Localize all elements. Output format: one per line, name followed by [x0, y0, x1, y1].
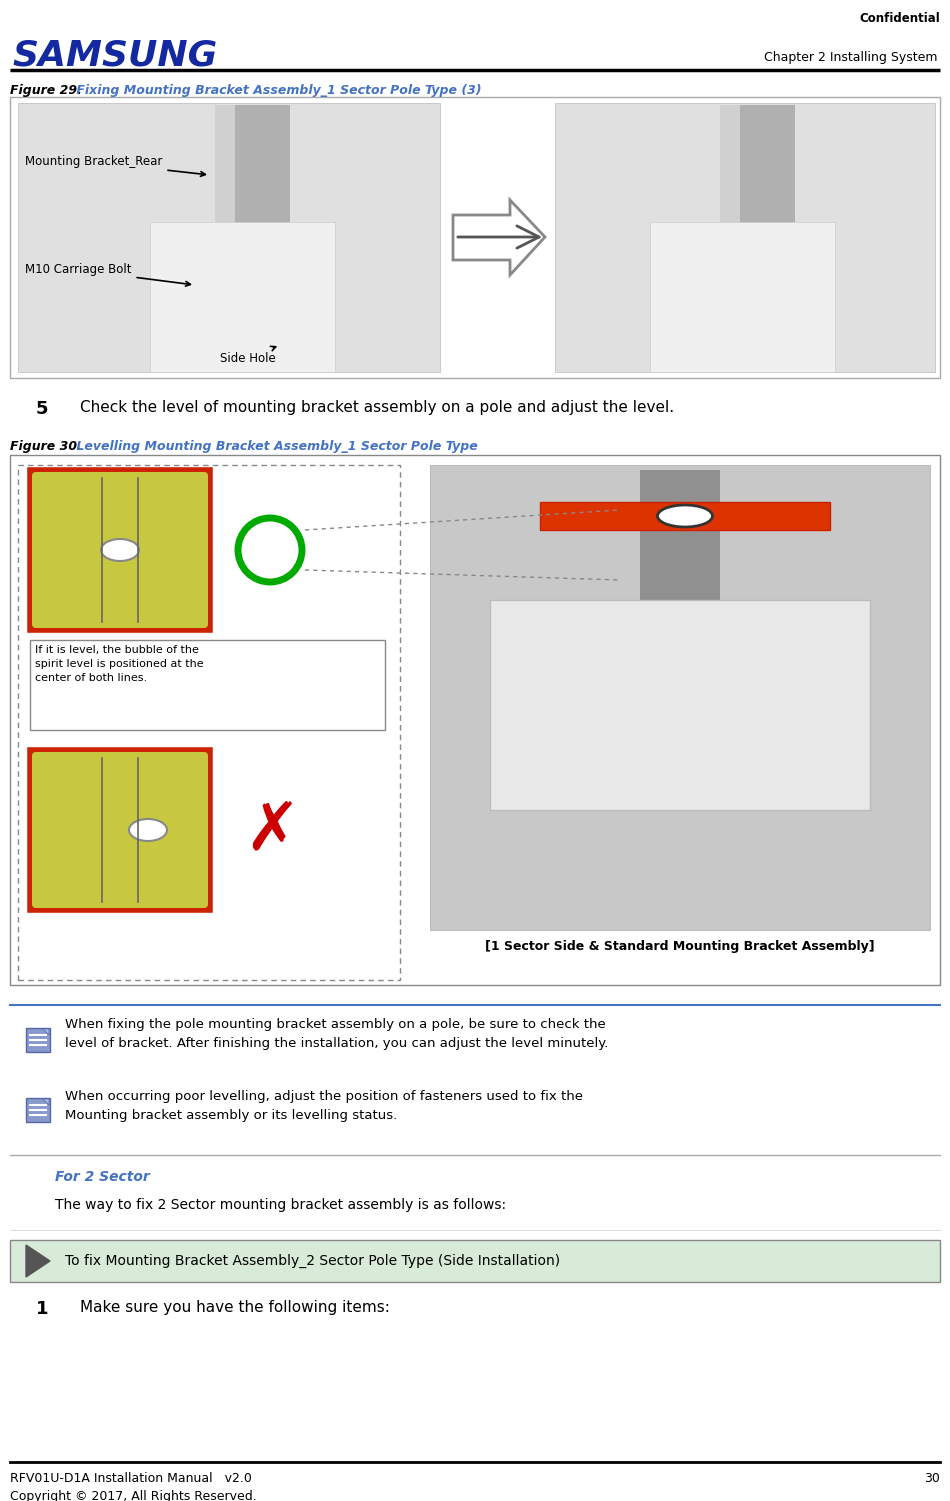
Ellipse shape: [657, 504, 712, 527]
Text: Figure 29.: Figure 29.: [10, 84, 82, 98]
FancyBboxPatch shape: [555, 104, 935, 372]
Text: Side Hole: Side Hole: [220, 347, 276, 365]
FancyBboxPatch shape: [640, 470, 720, 660]
Text: SAMSUNG: SAMSUNG: [12, 38, 218, 72]
FancyBboxPatch shape: [32, 752, 208, 908]
Text: Check the level of mounting bracket assembly on a pole and adjust the level.: Check the level of mounting bracket asse…: [80, 399, 674, 414]
FancyBboxPatch shape: [30, 639, 385, 729]
Text: Make sure you have the following items:: Make sure you have the following items:: [80, 1300, 389, 1315]
Text: The way to fix 2 Sector mounting bracket assembly is as follows:: The way to fix 2 Sector mounting bracket…: [55, 1198, 506, 1211]
Text: 5: 5: [35, 399, 48, 417]
Polygon shape: [43, 1030, 49, 1036]
Text: Confidential: Confidential: [859, 12, 940, 26]
FancyBboxPatch shape: [650, 222, 835, 372]
Polygon shape: [453, 200, 545, 275]
Polygon shape: [26, 1244, 50, 1277]
FancyBboxPatch shape: [720, 105, 740, 290]
FancyBboxPatch shape: [30, 470, 210, 630]
Text: ✗: ✗: [244, 797, 300, 863]
FancyBboxPatch shape: [430, 465, 930, 931]
FancyBboxPatch shape: [490, 600, 870, 811]
Ellipse shape: [129, 820, 167, 841]
Polygon shape: [43, 1099, 49, 1105]
Text: Fixing Mounting Bracket Assembly_1 Sector Pole Type (3): Fixing Mounting Bracket Assembly_1 Secto…: [72, 84, 482, 98]
Text: Copyright © 2017, All Rights Reserved.: Copyright © 2017, All Rights Reserved.: [10, 1490, 256, 1501]
FancyBboxPatch shape: [26, 1099, 50, 1123]
FancyBboxPatch shape: [215, 105, 235, 290]
FancyBboxPatch shape: [26, 1028, 50, 1052]
FancyBboxPatch shape: [215, 105, 290, 290]
Text: When occurring poor levelling, adjust the position of fasteners used to fix the
: When occurring poor levelling, adjust th…: [65, 1090, 583, 1123]
Text: Chapter 2 Installing System: Chapter 2 Installing System: [765, 51, 938, 65]
Text: 1: 1: [35, 1300, 48, 1318]
Text: M10 Carriage Bolt: M10 Carriage Bolt: [25, 264, 190, 287]
FancyBboxPatch shape: [540, 501, 830, 530]
Text: RFV01U-D1A Installation Manual   v2.0: RFV01U-D1A Installation Manual v2.0: [10, 1472, 252, 1484]
FancyBboxPatch shape: [10, 455, 940, 985]
Text: To fix Mounting Bracket Assembly_2 Sector Pole Type (Side Installation): To fix Mounting Bracket Assembly_2 Secto…: [65, 1253, 560, 1268]
Text: When fixing the pole mounting bracket assembly on a pole, be sure to check the
l: When fixing the pole mounting bracket as…: [65, 1018, 608, 1051]
FancyBboxPatch shape: [720, 105, 795, 290]
FancyBboxPatch shape: [150, 222, 335, 372]
Ellipse shape: [101, 539, 139, 561]
Text: If it is level, the bubble of the
spirit level is positioned at the
center of bo: If it is level, the bubble of the spirit…: [35, 645, 203, 683]
Text: [1 Sector Side & Standard Mounting Bracket Assembly]: [1 Sector Side & Standard Mounting Brack…: [485, 940, 875, 953]
Text: 30: 30: [924, 1472, 940, 1484]
FancyBboxPatch shape: [18, 465, 400, 980]
FancyBboxPatch shape: [10, 98, 940, 378]
FancyBboxPatch shape: [32, 471, 208, 627]
Circle shape: [238, 518, 302, 582]
FancyBboxPatch shape: [30, 750, 210, 910]
Text: Mounting Bracket_Rear: Mounting Bracket_Rear: [25, 156, 205, 176]
Text: For 2 Sector: For 2 Sector: [55, 1169, 150, 1184]
FancyBboxPatch shape: [18, 104, 440, 372]
FancyBboxPatch shape: [10, 1240, 940, 1282]
Text: Figure 30.: Figure 30.: [10, 440, 82, 453]
Text: Levelling Mounting Bracket Assembly_1 Sector Pole Type: Levelling Mounting Bracket Assembly_1 Se…: [72, 440, 478, 453]
